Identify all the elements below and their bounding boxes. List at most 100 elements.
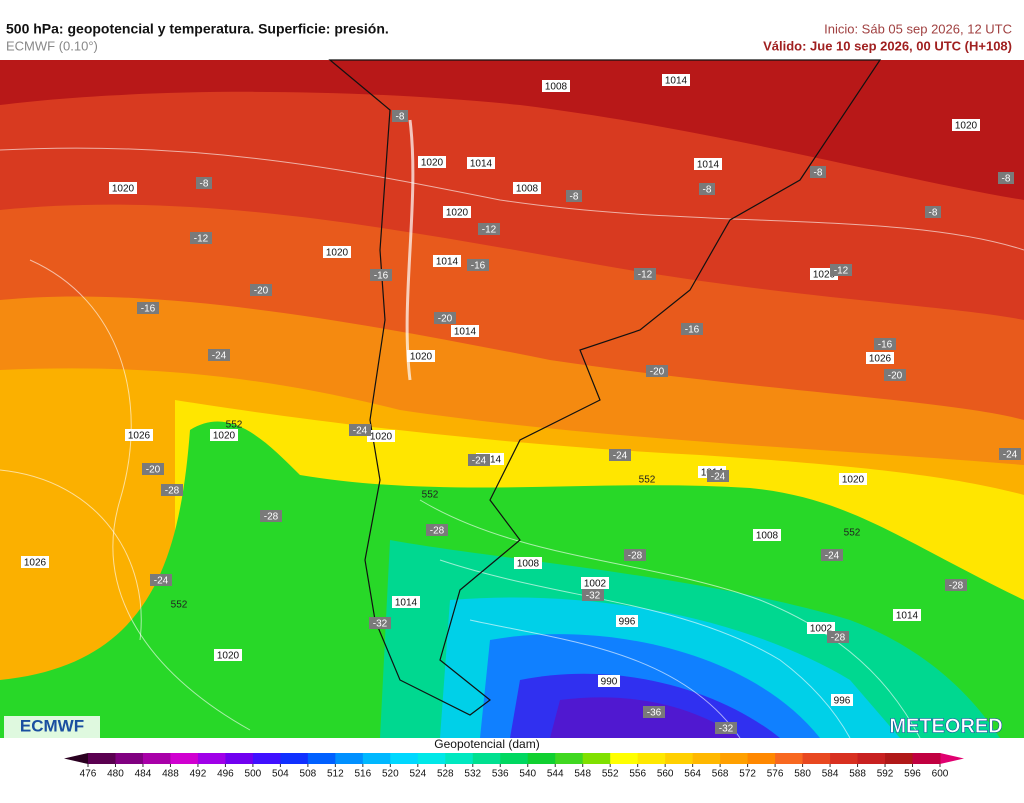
isobar-label-box [598, 675, 620, 687]
colorbar-segment [830, 753, 859, 764]
isobar-label-box [21, 556, 49, 568]
colorbar-segment [307, 753, 336, 764]
isobar-label: 1026 [24, 558, 47, 569]
isobar-label-box [831, 694, 853, 706]
isobar-label-box [210, 429, 238, 441]
temperature-label-box [643, 706, 665, 718]
isobar-label: 1008 [517, 559, 540, 570]
contour-label: 552 [171, 600, 188, 611]
temperature-label-box [468, 454, 490, 466]
temperature-label: -8 [929, 208, 938, 219]
colorbar-tick-label: 576 [767, 769, 784, 780]
colorbar-tick-label: 524 [409, 769, 426, 780]
temperature-label: -12 [834, 266, 849, 277]
isobar-label-box [367, 430, 395, 442]
temperature-label: -24 [353, 426, 368, 437]
temperature-label: -32 [373, 619, 388, 630]
temperature-label: -20 [438, 314, 453, 325]
temperature-label: -24 [154, 576, 169, 587]
colorbar-tick-label: 564 [684, 769, 701, 780]
colorbar-segment [637, 753, 666, 764]
colorbar-segment [280, 753, 309, 764]
temperature-label-box [142, 463, 164, 475]
isobar-label-box [392, 596, 420, 608]
contour-label: 552 [226, 420, 243, 431]
isobar-label: 1008 [756, 531, 779, 542]
colorbar-segment [665, 753, 694, 764]
colorbar-segment [115, 753, 144, 764]
colorbar-segment [555, 753, 584, 764]
colorbar-tick-label: 504 [272, 769, 289, 780]
colorbar-segment [225, 753, 254, 764]
temperature-label-box [208, 349, 230, 361]
isobar-label-box [581, 577, 609, 589]
colorbar: Geopotencial (dam) 476 480 484 488 492 496 500… [64, 737, 964, 780]
header: 500 hPa: geopotencial y temperatura. Sup… [6, 21, 1012, 54]
isobar-label-box [694, 158, 722, 170]
temperature-label: -16 [878, 340, 893, 351]
temperature-label: -8 [703, 185, 712, 196]
temperature-label: -20 [650, 367, 665, 378]
colorbar-segment [582, 753, 611, 764]
colorbar-segment [362, 753, 391, 764]
colorbar-segment [417, 753, 446, 764]
temperature-label-box [884, 369, 906, 381]
isobar-label-box [433, 255, 461, 267]
colorbar-end [64, 753, 88, 764]
temperature-label: -16 [685, 325, 700, 336]
temperature-label-box [426, 524, 448, 536]
colorbar-tick-label: 512 [327, 769, 344, 780]
colorbar-tick-label: 508 [300, 769, 317, 780]
isobar-label-box [214, 649, 242, 661]
temperature-label-box [392, 110, 408, 122]
isobar-label-box [839, 473, 867, 485]
isobar-label: 1002 [810, 624, 833, 635]
contour-label: 552 [639, 475, 656, 486]
temperature-label-box [260, 510, 282, 522]
isobar-label: 1014 [665, 76, 688, 87]
contour-label: 552 [422, 490, 439, 501]
colorbar-tick-label: 536 [492, 769, 509, 780]
temperature-label: -28 [165, 486, 180, 497]
isobar-label: 1002 [584, 579, 607, 590]
temperature-label: -8 [1002, 174, 1011, 185]
isobar-label: 1026 [869, 354, 892, 365]
isobar-label-box [753, 529, 781, 541]
isobar-label-box [418, 156, 446, 168]
temperature-label-box [810, 166, 826, 178]
colorbar-segment [252, 753, 281, 764]
isobar-label: 990 [601, 677, 618, 688]
colorbar-tick-label: 532 [464, 769, 481, 780]
colorbar-segment [170, 753, 199, 764]
colorbar-segment [390, 753, 419, 764]
temperature-label: -20 [254, 286, 269, 297]
colorbar-tick-label: 520 [382, 769, 399, 780]
temperature-label-box [478, 223, 500, 235]
isobar-label-box [451, 325, 479, 337]
colorbar-tick-label: 484 [135, 769, 152, 780]
temperature-label-box [925, 206, 941, 218]
isobar-label-box [616, 615, 638, 627]
isobar-label: 1014 [470, 159, 493, 170]
valid-time: Válido: Jue 10 sep 2026, 00 UTC (H+108) [763, 38, 1012, 53]
isobar-label-box [513, 182, 541, 194]
isobar-label: 996 [619, 617, 636, 628]
temperature-label: -28 [430, 526, 445, 537]
temperature-label-box [137, 302, 159, 314]
temperature-label: -12 [638, 270, 653, 281]
temperature-label: -12 [482, 225, 497, 236]
temperature-label-box [161, 484, 183, 496]
isobar-label: 1014 [479, 455, 502, 466]
temperature-label: -24 [212, 351, 227, 362]
temperature-label: -16 [141, 304, 156, 315]
isobar-label-box [125, 429, 153, 441]
colorbar-tick-label: 476 [80, 769, 97, 780]
colorbar-tick-label: 496 [217, 769, 234, 780]
isobar-label: 1020 [213, 431, 236, 442]
isobar-label: 1008 [545, 82, 568, 93]
isobar-label: 1020 [370, 432, 393, 443]
colorbar-tick-label: 528 [437, 769, 454, 780]
temperature-label-box [250, 284, 272, 296]
colorbar-segment [692, 753, 721, 764]
temperature-label-box [624, 549, 646, 561]
